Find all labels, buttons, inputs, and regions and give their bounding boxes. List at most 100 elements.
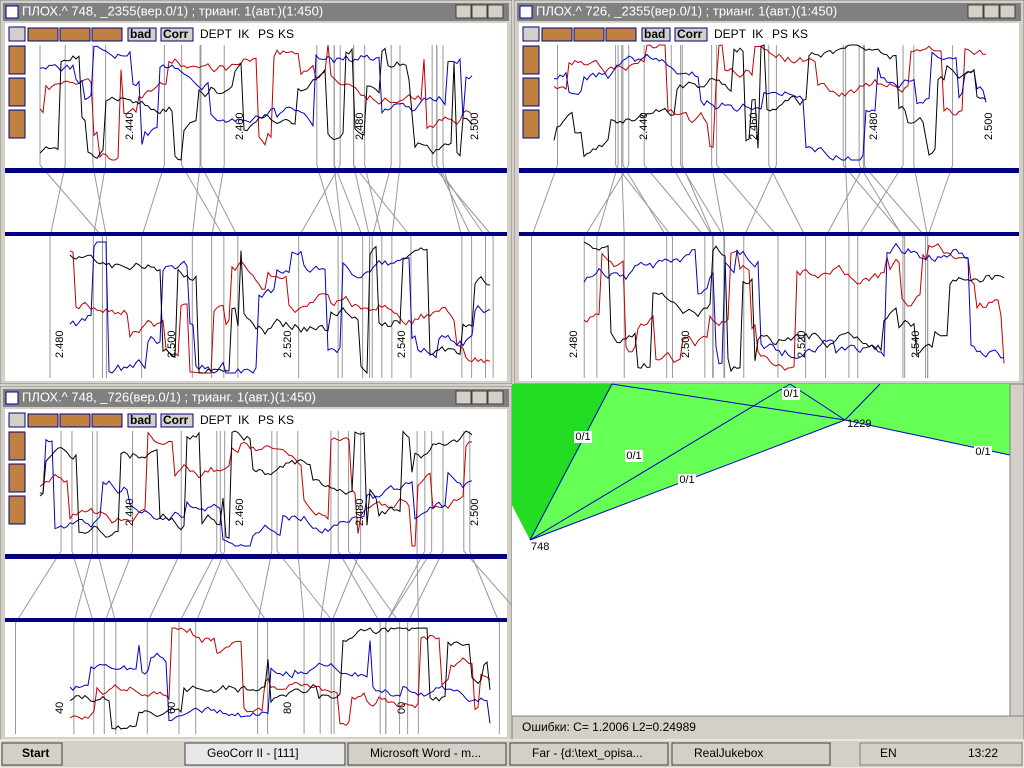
correlation-line — [337, 550, 381, 624]
correlation-line — [333, 164, 364, 238]
edge — [844, 383, 881, 421]
correlation-line — [927, 164, 954, 238]
scroll-button[interactable] — [8, 463, 26, 493]
correlation-line — [195, 550, 226, 624]
tool-button[interactable] — [641, 27, 671, 42]
correlation-line — [103, 550, 134, 624]
task-label: Microsoft Word - m... — [370, 746, 481, 760]
maximize-button[interactable] — [471, 390, 488, 405]
task-button[interactable] — [509, 742, 669, 766]
correlation-line — [913, 164, 929, 238]
close-button[interactable] — [999, 4, 1016, 19]
depth-label: 00 — [396, 702, 408, 714]
label-bg — [974, 446, 992, 458]
depth-label: 40 — [54, 702, 66, 714]
divider — [5, 168, 507, 173]
scroll-button[interactable] — [522, 45, 540, 75]
label-bg — [625, 450, 643, 462]
correlation-line — [211, 164, 225, 238]
start-label: Start — [22, 746, 49, 760]
correlation-line — [298, 164, 341, 238]
log-curve — [553, 51, 987, 161]
correlation-line — [436, 164, 486, 238]
depth-label: 2.540 — [396, 330, 408, 358]
depth-label: 2.500 — [469, 112, 481, 140]
scroll-button[interactable] — [8, 109, 26, 139]
close-button[interactable] — [487, 390, 504, 405]
correlation-line — [463, 550, 512, 607]
tool-button[interactable] — [8, 26, 26, 42]
correlation-line — [845, 164, 850, 238]
scale-button[interactable] — [91, 27, 123, 42]
task-button[interactable] — [184, 742, 346, 766]
scale-button[interactable] — [59, 413, 91, 428]
correlation-line — [141, 164, 165, 238]
log-curve — [39, 438, 473, 547]
correlation-line — [825, 164, 865, 238]
log-curve — [39, 47, 473, 161]
scrollbar[interactable] — [1009, 383, 1024, 717]
edge — [529, 383, 613, 541]
scroll-button[interactable] — [8, 45, 26, 75]
correlation-line — [670, 164, 714, 238]
log-curve — [69, 627, 491, 730]
scroll-button[interactable] — [522, 77, 540, 107]
close-button[interactable] — [487, 4, 504, 19]
window: ПЛОХ.^ 726, _2355(вер.0/1) ; трианг. 1(а… — [514, 0, 1024, 384]
window-title: ПЛОХ.^ 726, _2355(вер.0/1) ; трианг. 1(а… — [536, 3, 837, 18]
maximize-button[interactable] — [471, 4, 488, 19]
correlation-line — [348, 550, 400, 624]
scroll-button[interactable] — [8, 431, 26, 461]
scroll-button[interactable] — [522, 109, 540, 139]
scale-button[interactable] — [605, 27, 637, 42]
tool-button[interactable] — [522, 26, 540, 42]
edge-label: 0/1 — [679, 474, 694, 486]
correlation-line — [319, 550, 332, 624]
tool-button[interactable] — [8, 412, 26, 428]
scroll-button[interactable] — [8, 77, 26, 107]
scale-button[interactable] — [27, 27, 59, 42]
divider — [519, 168, 1019, 173]
toolbar-label: KS — [278, 27, 294, 41]
task-label: Far - {d:\text_opisa... — [532, 746, 643, 760]
minimize-button[interactable] — [967, 4, 984, 19]
toolbar-label: bad — [130, 413, 151, 427]
scale-button[interactable] — [59, 27, 91, 42]
correlation-line — [621, 164, 625, 238]
tool-button[interactable] — [127, 413, 157, 428]
tool-button[interactable] — [160, 413, 194, 428]
scale-button[interactable] — [541, 27, 573, 42]
scale-button[interactable] — [91, 413, 123, 428]
log-curve — [583, 242, 1005, 365]
scale-button[interactable] — [573, 27, 605, 42]
correlation-line — [391, 164, 401, 238]
divider — [5, 618, 507, 622]
correlation-line — [768, 164, 807, 238]
minimize-button[interactable] — [455, 390, 472, 405]
scale-button[interactable] — [27, 413, 59, 428]
depth-label: 2.500 — [469, 498, 481, 526]
maximize-button[interactable] — [983, 4, 1000, 19]
correlation-line — [316, 164, 339, 238]
correlation-line — [681, 164, 714, 238]
minimize-button[interactable] — [455, 4, 472, 19]
label-bg — [574, 431, 592, 443]
log-curve — [583, 241, 1005, 373]
triangle — [530, 384, 1010, 540]
correlation-line — [96, 550, 117, 624]
task-button[interactable] — [671, 742, 831, 766]
depth-label: 2.460 — [234, 498, 246, 526]
scroll-button[interactable] — [8, 495, 26, 525]
tool-button[interactable] — [160, 27, 194, 42]
tool-button[interactable] — [674, 27, 708, 42]
log-curve — [69, 640, 491, 724]
label-bg — [782, 388, 800, 400]
clock: 13:22 — [968, 746, 998, 760]
title-bar — [3, 389, 509, 407]
depth-label: 2.500 — [680, 330, 692, 358]
task-button[interactable] — [347, 742, 507, 766]
start-button[interactable] — [1, 742, 63, 766]
tool-button[interactable] — [127, 27, 157, 42]
client-area — [5, 23, 507, 381]
toolbar-label: Corr — [163, 413, 189, 427]
